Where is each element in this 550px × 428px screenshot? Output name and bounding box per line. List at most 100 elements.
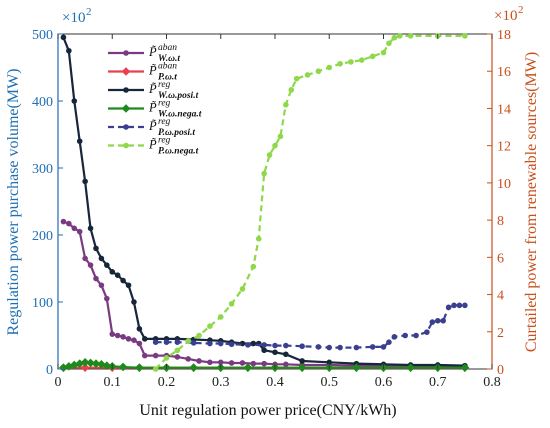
y-left-multiplier-base: ×10: [62, 10, 85, 26]
y-left-tick-label: 400: [32, 95, 53, 110]
x-tick-label: 0.5: [321, 375, 339, 390]
y-right-tick-label: 16: [497, 65, 511, 80]
series-6-point: [359, 57, 365, 63]
series-6-point: [272, 142, 278, 149]
series-1-point: [104, 295, 110, 302]
series-5-point: [228, 341, 235, 348]
series-5-point: [337, 344, 343, 351]
series-1-point: [87, 262, 94, 268]
series-1-point: [152, 352, 159, 359]
series-1-point: [228, 360, 235, 366]
y-axis-right-label: Curtailed power from renewable sources(M…: [523, 52, 540, 352]
y-left-multiplier: ×10 2: [62, 6, 92, 26]
x-tick-label: 0.1: [104, 375, 122, 390]
series-5-point: [190, 340, 197, 346]
series-1-point: [174, 354, 181, 360]
series-6-point: [250, 263, 257, 270]
series-3-point: [87, 225, 94, 232]
legend-label-sub: W.ω.t: [158, 54, 180, 64]
y-left-multiplier-exponent: 2: [86, 6, 92, 18]
y-right-multiplier-base: ×10: [494, 8, 517, 24]
legend-label: P̃: [148, 82, 157, 96]
series-6-point: [391, 34, 398, 41]
series-5-point: [283, 342, 289, 349]
x-tick-label: 0.7: [429, 375, 447, 390]
series-1-point: [120, 334, 126, 340]
y-right-tick-label: 12: [497, 140, 511, 155]
x-tick-label: 0.6: [375, 375, 393, 390]
series-6-point: [152, 366, 159, 372]
legend-label: P̃: [148, 100, 157, 114]
series-5-point: [391, 334, 398, 340]
series-1-point: [142, 352, 148, 359]
series-5-point: [207, 340, 213, 347]
series-5-point: [451, 302, 457, 309]
series-1-point: [66, 220, 72, 227]
series-6-point: [380, 49, 387, 56]
series-6-point: [261, 170, 267, 177]
series-6-point: [288, 87, 295, 93]
series-3-point: [125, 282, 132, 289]
series-5-point: [434, 317, 441, 324]
series-1-point: [196, 358, 202, 364]
series-4-point: [243, 363, 253, 372]
legend-label-sup: reg: [158, 136, 171, 146]
series-3-point: [250, 340, 257, 347]
legend-swatch-marker: [123, 142, 129, 149]
series-6-point: [315, 68, 322, 75]
x-axis-label: Unit regulation power price(CNY/kWh): [139, 402, 396, 419]
series-5-point: [152, 339, 159, 346]
legend-swatch-marker: [123, 87, 129, 93]
series-3-point: [71, 98, 78, 104]
series-5-point: [174, 339, 181, 346]
series-5-point: [217, 340, 224, 347]
series-3-point: [283, 351, 289, 358]
series-6-point: [163, 355, 170, 361]
series-3-point: [136, 326, 143, 332]
x-tick-label: 0.8: [483, 375, 501, 390]
y-left-tick-label: 0: [46, 363, 53, 378]
series-5-point: [402, 332, 409, 339]
series-6-point: [239, 286, 246, 292]
series-3-point: [142, 336, 148, 342]
series-3-point: [109, 269, 116, 275]
series-3-point: [104, 262, 110, 268]
series-1-point: [136, 340, 143, 347]
series-1-point: [109, 331, 116, 337]
y-left-tick-label: 300: [32, 162, 53, 177]
series-6-point: [196, 332, 202, 339]
y-right-tick-label: 18: [497, 28, 511, 43]
legend-label-sup: aban: [158, 43, 177, 53]
series-5-line: [155, 304, 465, 349]
series-3-point: [82, 178, 88, 185]
series-1-point: [93, 275, 99, 282]
series-4-point: [297, 363, 307, 372]
series-3-line: [62, 36, 465, 367]
series-5-point: [462, 302, 468, 309]
y-left-tick-label: 100: [32, 296, 53, 311]
legend-label: P̃: [148, 45, 157, 59]
series-1-point: [71, 225, 78, 232]
y-right-multiplier-exponent: 2: [518, 4, 524, 16]
axes-layer: 0 0.1 0.2 0.3 0.4 0.5 0.6 0.7 0.8010020030040050…: [32, 28, 511, 390]
series-5: [152, 302, 468, 351]
x-tick-label: 0: [55, 375, 62, 390]
series-1-point: [60, 218, 67, 225]
series-4-point: [102, 361, 112, 370]
legend-label-sup: reg: [158, 99, 171, 109]
series-5-point: [272, 342, 278, 349]
y-right-tick-label: 2: [497, 326, 504, 341]
y-left-tick-label: 500: [32, 28, 53, 43]
series-6-point: [185, 338, 191, 344]
y-right-tick-label: 8: [497, 214, 504, 229]
series-1-point: [76, 228, 83, 235]
series-1-point: [114, 332, 121, 339]
series-5-point: [424, 329, 430, 335]
series-layer: [59, 33, 470, 372]
